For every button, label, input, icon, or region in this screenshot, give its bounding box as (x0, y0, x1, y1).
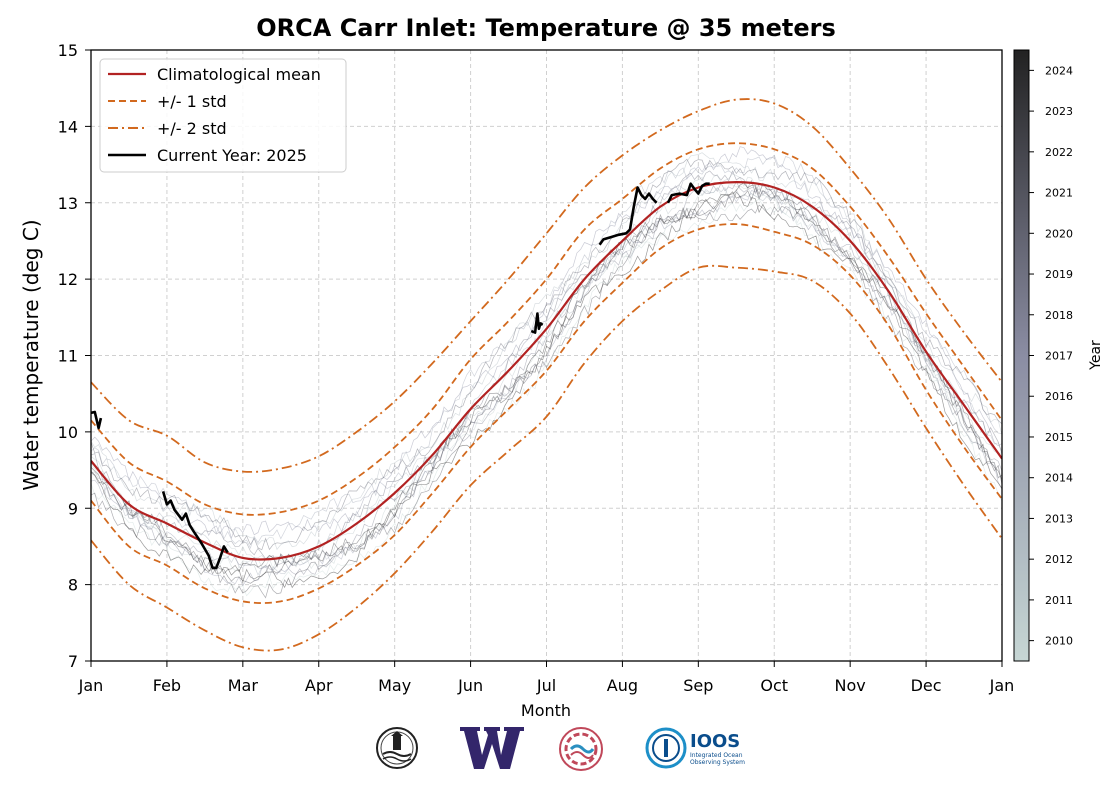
colorbar-label: Year (1088, 340, 1104, 371)
colorbar-ticks: 2010 2011 2012 2013 2014 2015 2016 2017 2018 2019… (1029, 64, 1073, 648)
historical-years-lines (91, 146, 1002, 599)
std1-band-line (91, 223, 1002, 604)
historical-year-line (91, 154, 1002, 549)
current-year-segment (598, 186, 658, 246)
colorbar-tick-label: 2012 (1045, 553, 1073, 566)
x-axis: Jan Feb Mar Apr May Jun Jul Aug Sep Oct Nov Dec Jan (78, 661, 1015, 695)
historical-year-line (91, 198, 1002, 597)
std2-band-line (91, 98, 1002, 473)
colorbar-tick-label: 2023 (1045, 105, 1073, 118)
y-tick-label: 15 (58, 41, 78, 60)
y-tick-label: 10 (58, 423, 78, 442)
x-tick-label: Feb (153, 676, 181, 695)
colorbar-tick-label: 2021 (1045, 187, 1073, 200)
std1-band-line (91, 142, 1002, 516)
colorbar-tick-label: 2018 (1045, 309, 1073, 322)
y-tick-label: 7 (68, 652, 78, 671)
legend: Climatological mean +/- 1 std +/- 2 std … (99, 58, 347, 173)
y-tick-label: 8 (68, 576, 78, 595)
y-tick-label: 13 (58, 194, 78, 213)
current-year-segment (666, 182, 710, 204)
historical-year-line (91, 204, 1002, 599)
historical-year-line (91, 181, 1002, 576)
legend-box (99, 58, 347, 173)
colorbar-gradient (1013, 49, 1030, 662)
historical-year-line (91, 184, 1002, 572)
ioos-logo-text: IOOS (690, 731, 740, 752)
colorbar-tick-label: 2020 (1045, 227, 1073, 240)
colorbar-tick-label: 2024 (1045, 64, 1073, 77)
std2-band-line (91, 264, 1002, 652)
x-tick-label: Jan (78, 676, 104, 695)
nanoos-logo-icon (559, 727, 603, 771)
x-tick-label: Apr (305, 676, 333, 695)
current-year-line (91, 182, 710, 570)
logos-row: IOOS Integrated Ocean Observing System (376, 727, 745, 771)
y-tick-label: 12 (58, 270, 78, 289)
historical-year-line (91, 173, 1002, 568)
historical-year-line (91, 158, 1002, 551)
chart-title: ORCA Carr Inlet: Temperature @ 35 meters (256, 14, 835, 42)
historical-year-line (91, 188, 1002, 587)
colorbar-tick-label: 2011 (1045, 594, 1073, 607)
x-tick-label: Jun (457, 676, 483, 695)
colorbar-tick-label: 2022 (1045, 146, 1073, 159)
current-year-segment (91, 410, 103, 430)
noaa-logo-icon (376, 727, 418, 769)
historical-year-line (91, 146, 1002, 540)
colorbar-tick-label: 2014 (1045, 472, 1073, 485)
colorbar-tick-label: 2015 (1045, 431, 1073, 444)
climatological-mean-line (91, 180, 1002, 561)
historical-year-line (91, 170, 1002, 567)
x-tick-label: Dec (911, 676, 942, 695)
y-tick-label: 14 (58, 117, 78, 136)
y-axis: 7 8 9 10 11 12 13 14 15 (58, 41, 91, 671)
x-tick-label: Sep (683, 676, 713, 695)
legend-label-mean: Climatological mean (157, 65, 321, 84)
series-lines (91, 98, 1002, 652)
colorbar-tick-label: 2013 (1045, 512, 1073, 525)
legend-label-1std: +/- 1 std (157, 92, 227, 111)
current-year-segment (161, 491, 229, 570)
legend-label-2std: +/- 2 std (157, 119, 227, 138)
x-tick-label: Jul (536, 676, 556, 695)
x-tick-label: Aug (607, 676, 638, 695)
colorbar: 2010 2011 2012 2013 2014 2015 2016 2017 2018 2019… (1013, 49, 1104, 662)
colorbar-tick-label: 2016 (1045, 390, 1073, 403)
x-axis-label: Month (521, 701, 571, 720)
colorbar-tick-label: 2010 (1045, 635, 1073, 648)
x-tick-label: Mar (228, 676, 259, 695)
ioos-logo-icon: IOOS Integrated Ocean Observing System (645, 727, 745, 769)
historical-year-line (91, 186, 1002, 584)
y-axis-label: Water temperature (deg C) (19, 219, 43, 490)
y-tick-label: 11 (58, 347, 78, 366)
historical-year-line (91, 152, 1002, 551)
x-tick-label: Oct (760, 676, 788, 695)
current-year-segment (530, 312, 544, 334)
uw-w-logo-icon (460, 727, 524, 769)
x-tick-label: Nov (835, 676, 866, 695)
y-tick-label: 9 (68, 499, 78, 518)
colorbar-tick-label: 2019 (1045, 268, 1073, 281)
historical-year-line (91, 182, 1002, 575)
historical-year-line (91, 191, 1002, 589)
x-tick-label: Jan (989, 676, 1015, 695)
colorbar-tick-label: 2017 (1045, 350, 1073, 363)
ioos-logo-subtext-2: Observing System (690, 759, 745, 766)
ioos-logo-subtext-1: Integrated Ocean (690, 752, 743, 759)
legend-label-current: Current Year: 2025 (157, 146, 307, 165)
x-tick-label: May (378, 676, 411, 695)
